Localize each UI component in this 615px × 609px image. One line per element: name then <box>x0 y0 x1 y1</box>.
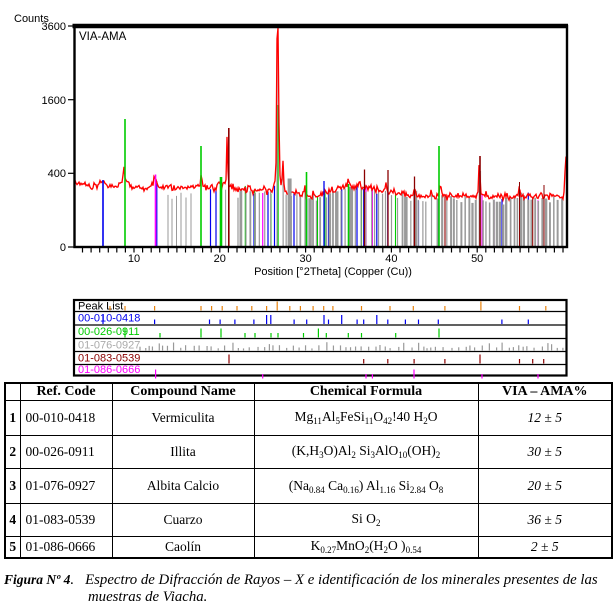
svg-text:Counts: Counts <box>14 13 49 25</box>
svg-text:30: 30 <box>299 253 311 265</box>
svg-text:1600: 1600 <box>42 95 66 107</box>
svg-text:50: 50 <box>471 253 483 265</box>
svg-text:10: 10 <box>128 253 140 265</box>
svg-text:20: 20 <box>214 253 226 265</box>
svg-text:01-076-0927: 01-076-0927 <box>78 340 140 352</box>
svg-text:3600: 3600 <box>42 21 66 33</box>
svg-text:0: 0 <box>60 242 66 254</box>
svg-text:Position [°2Theta] (Copper (Cu: Position [°2Theta] (Copper (Cu)) <box>254 266 412 278</box>
svg-text:40: 40 <box>385 253 397 265</box>
svg-text:01-083-0539: 01-083-0539 <box>78 353 140 365</box>
svg-text:00-010-0418: 00-010-0418 <box>78 313 140 325</box>
svg-text:VIA-AMA: VIA-AMA <box>79 31 127 43</box>
svg-text:00-026-0911: 00-026-0911 <box>78 326 140 338</box>
svg-text:01-086-0666: 01-086-0666 <box>78 364 140 376</box>
svg-text:Peak List: Peak List <box>78 301 123 313</box>
svg-text:400: 400 <box>48 168 66 180</box>
